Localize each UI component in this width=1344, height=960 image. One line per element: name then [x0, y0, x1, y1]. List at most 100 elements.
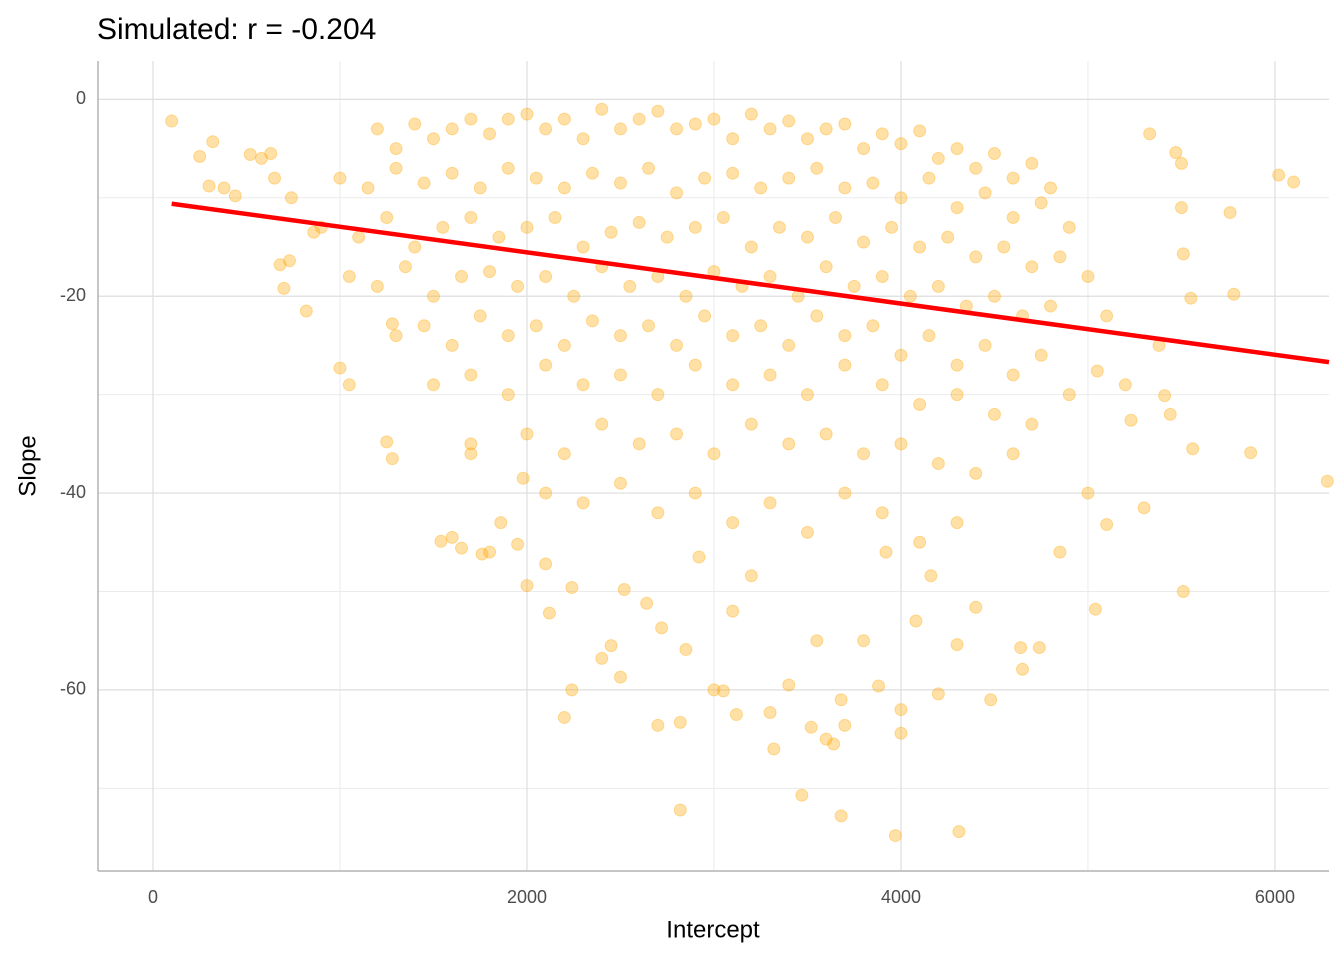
point — [819, 427, 833, 441]
point — [277, 281, 291, 295]
point — [950, 142, 964, 156]
point — [875, 127, 889, 141]
point — [299, 304, 313, 318]
point — [548, 210, 562, 224]
point — [516, 471, 530, 485]
x-tick-label: 6000 — [1255, 887, 1295, 907]
point — [576, 496, 590, 510]
point — [1006, 210, 1020, 224]
point — [1062, 220, 1076, 234]
point — [1044, 299, 1058, 313]
point — [426, 132, 440, 146]
point — [952, 825, 966, 839]
point — [417, 319, 431, 333]
point — [894, 137, 908, 151]
point — [670, 427, 684, 441]
point — [744, 417, 758, 431]
point — [445, 122, 459, 136]
point — [716, 210, 730, 224]
point — [529, 171, 543, 185]
point — [1124, 413, 1138, 427]
point — [557, 710, 571, 724]
point — [997, 240, 1011, 254]
point — [436, 220, 450, 234]
point — [763, 706, 777, 720]
point — [464, 447, 478, 461]
point — [557, 338, 571, 352]
point — [445, 338, 459, 352]
point — [726, 378, 740, 392]
point — [1143, 127, 1157, 141]
point — [501, 329, 515, 343]
point — [922, 171, 936, 185]
point — [726, 132, 740, 146]
point — [1100, 309, 1114, 323]
point — [670, 186, 684, 200]
point — [726, 516, 740, 530]
point — [810, 634, 824, 648]
point — [464, 368, 478, 382]
point — [380, 210, 394, 224]
point — [501, 161, 515, 175]
point — [1176, 247, 1190, 261]
point — [838, 329, 852, 343]
point — [679, 289, 693, 303]
point — [268, 171, 282, 185]
point — [827, 737, 841, 751]
point — [426, 378, 440, 392]
point — [969, 161, 983, 175]
point — [206, 135, 220, 149]
point — [673, 803, 687, 817]
point — [913, 240, 927, 254]
point — [264, 147, 278, 161]
point — [520, 220, 534, 234]
point — [879, 545, 893, 559]
point — [342, 378, 356, 392]
point — [595, 651, 609, 665]
point — [651, 718, 665, 732]
point — [754, 181, 768, 195]
point — [698, 309, 712, 323]
point — [857, 634, 871, 648]
point — [389, 161, 403, 175]
point — [1034, 196, 1048, 210]
point — [567, 289, 581, 303]
point — [931, 151, 945, 165]
point — [800, 525, 814, 539]
point — [1163, 407, 1177, 421]
point — [866, 176, 880, 190]
point — [1244, 446, 1258, 460]
point — [670, 122, 684, 136]
x-tick-label: 4000 — [881, 887, 921, 907]
point — [473, 181, 487, 195]
point — [1184, 291, 1198, 305]
point — [1137, 501, 1151, 515]
point — [352, 230, 366, 244]
point — [754, 319, 768, 333]
point — [1032, 641, 1046, 655]
point — [632, 112, 646, 126]
point — [894, 348, 908, 362]
point — [389, 329, 403, 343]
point — [782, 678, 796, 692]
point — [539, 486, 553, 500]
point — [557, 181, 571, 195]
point — [642, 161, 656, 175]
point — [950, 358, 964, 372]
point — [613, 329, 627, 343]
point — [243, 147, 257, 161]
point — [539, 122, 553, 136]
point — [924, 569, 938, 583]
point — [987, 407, 1001, 421]
point — [804, 720, 818, 734]
point — [307, 225, 321, 239]
fit-line — [171, 201, 1330, 365]
point — [1090, 364, 1104, 378]
point — [408, 117, 422, 131]
point — [726, 604, 740, 618]
point — [716, 684, 730, 698]
point — [744, 107, 758, 121]
point — [688, 117, 702, 131]
point — [511, 279, 525, 293]
point — [819, 122, 833, 136]
